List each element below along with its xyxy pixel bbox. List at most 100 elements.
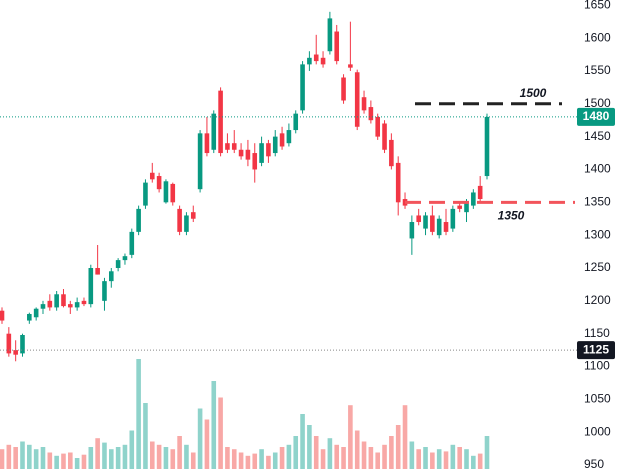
candle-body [156,176,162,190]
volume-bar [190,452,196,469]
volume-bar [54,455,59,469]
price-tag-label: 1125 [583,342,609,356]
volume-bar [320,449,326,469]
candle-body [416,215,421,223]
candle-body [143,182,148,206]
y-tick-label: 1350 [584,194,611,208]
volume-bar [279,447,285,469]
candle-body [238,149,244,157]
candle-body [477,185,483,200]
volume-bar [184,444,189,469]
candle-body [430,215,435,232]
candle-body [368,107,374,121]
volume-bar [149,441,155,469]
candle-body [0,310,5,321]
volume-bar [68,452,73,469]
volume-bar [300,414,305,469]
candle-body [293,113,299,131]
volume-bar [382,444,387,469]
volume-bar [334,444,340,469]
volume-bar [409,441,415,469]
candle-body [225,143,230,150]
volume-bar [102,442,107,469]
candle-body [313,54,319,62]
candle-body [170,183,176,203]
volume-bar [286,444,292,469]
candle-body [327,18,333,52]
candle-body [389,139,394,167]
volume-bar [430,452,435,469]
candle-body [136,208,141,232]
price-tag [577,107,615,126]
volume-bar [61,453,66,469]
candle-body [334,31,340,62]
candle-body [395,162,401,203]
volume-bar [477,453,483,469]
candle-body [95,268,100,275]
candle-body [6,333,12,354]
volume-bar [163,447,169,469]
volume-bar [443,451,449,469]
volume-bar [47,452,53,469]
candle-body [272,136,278,154]
candle-body [33,308,39,318]
candle-body [252,153,258,170]
candle-body [423,215,428,229]
y-tick-label: 1100 [584,359,610,373]
candle-body [266,143,271,157]
candle-body [88,268,94,305]
volume-bar [389,436,394,469]
volume-bar [402,405,408,469]
candle-body [484,116,490,177]
volume-bar [361,441,367,469]
candle-body [341,77,346,101]
candle-body [13,350,18,355]
volume-bar [436,449,442,469]
y-tick-label: 1400 [584,162,611,176]
candle-body [115,260,121,268]
y-tick-label: 1650 [584,0,611,11]
volume-bar [245,455,251,469]
candle-body [197,133,203,190]
volume-bar [307,425,312,469]
volume-bar [238,452,244,469]
y-tick-label: 950 [584,457,604,469]
volume-bar [122,444,128,469]
candle-body [184,215,189,232]
volume-bar [416,449,421,469]
volume-bar [484,436,490,469]
volume-bar [395,425,401,469]
candle-body [40,304,46,309]
candle-body [204,133,210,154]
y-tick-label: 1250 [584,260,611,274]
candle-body [375,116,381,137]
volume-bar [341,447,346,469]
volume-bar [423,447,428,469]
volume-bar [354,430,360,469]
volume-bar [88,447,94,469]
volume-bar [211,381,217,469]
candle-body [382,123,387,150]
y-tick-label: 1000 [584,424,611,438]
candle-body [231,143,237,150]
volume-bar [170,449,176,469]
volume-bar [375,452,381,469]
candle-body [190,212,196,219]
y-tick-label: 1550 [584,63,611,77]
candle-body [218,90,223,154]
candle-body [259,143,264,163]
volume-bar [27,444,32,469]
candle-body [74,302,80,308]
volume-bar [293,436,299,469]
candle-body [129,231,135,255]
volume-bar [81,454,87,469]
candle-body [279,133,285,147]
candle-body [108,271,114,282]
candle-body [464,202,469,213]
volume-bar [108,449,114,469]
volume-bar [136,359,141,469]
candle-body [457,205,462,209]
candle-body [20,335,25,354]
y-tick-label: 1500 [584,96,611,110]
